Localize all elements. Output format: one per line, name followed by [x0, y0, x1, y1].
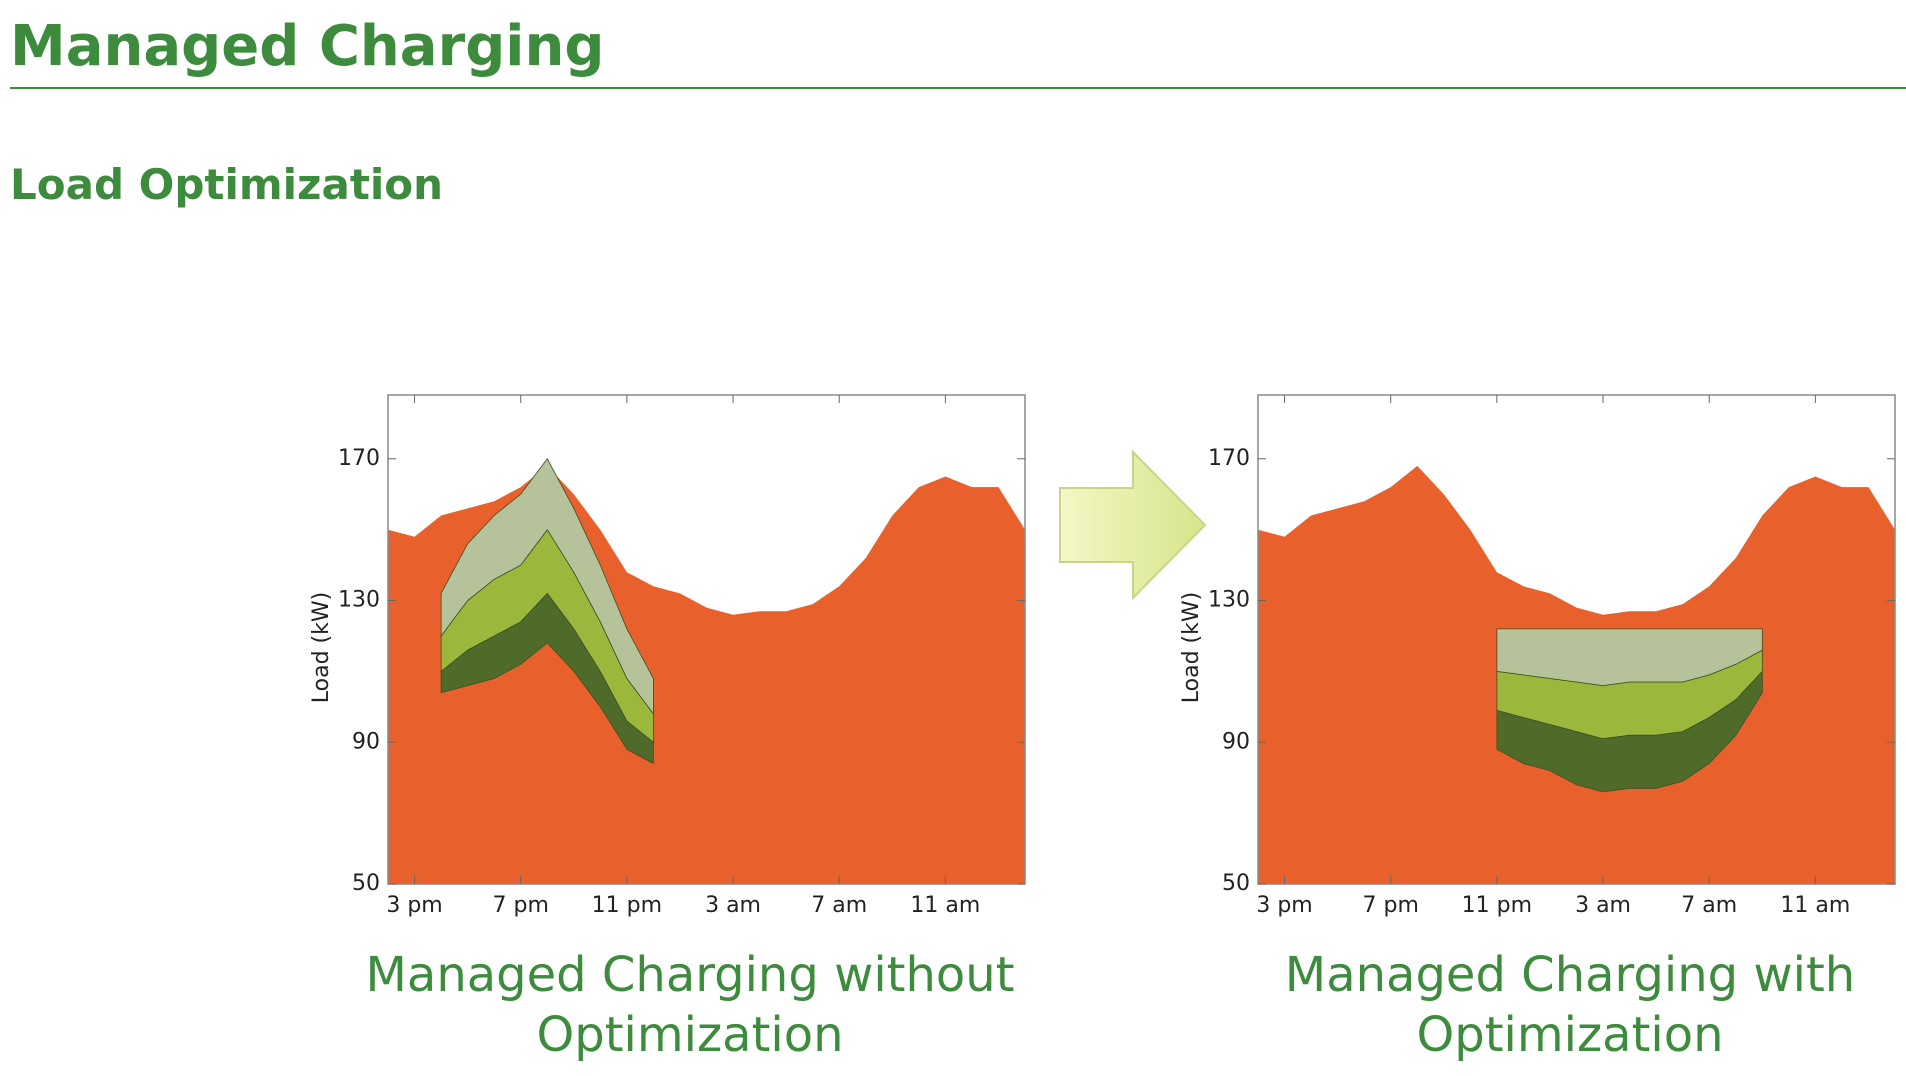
y-tick-label: 170: [1208, 446, 1250, 471]
x-tick-label: 11 am: [910, 893, 980, 918]
x-tick-label: 3 am: [705, 893, 761, 918]
arrow: [1059, 449, 1207, 601]
y-tick-label: 50: [1222, 871, 1250, 896]
page-subtitle: Load Optimization: [10, 160, 444, 209]
y-tick-label: 130: [338, 588, 380, 613]
x-tick-label: 7 pm: [493, 893, 549, 918]
y-axis-label: Load (kW): [309, 592, 334, 703]
area: [1496, 628, 1763, 687]
y-axis-label: Load (kW): [1179, 592, 1204, 703]
chart-caption: Managed Charging without Optimization: [365, 947, 1015, 1063]
x-tick-label: 7 am: [811, 893, 867, 918]
x-tick-label: 7 am: [1681, 893, 1737, 918]
plot-frame: [387, 394, 1026, 885]
plot-frame: [1257, 394, 1896, 885]
x-tick-label: 3 am: [1575, 893, 1631, 918]
x-tick-label: 7 pm: [1363, 893, 1419, 918]
x-tick-label: 3 pm: [386, 893, 442, 918]
page-title: Managed Charging: [10, 14, 605, 79]
y-tick-label: 90: [1222, 729, 1250, 754]
area: [440, 458, 654, 716]
x-tick-label: 11 pm: [1462, 893, 1532, 918]
x-tick-label: 3 pm: [1256, 893, 1312, 918]
y-tick-label: 170: [338, 446, 380, 471]
chart-caption: Managed Charging with Optimization: [1284, 947, 1856, 1063]
y-tick-label: 90: [352, 729, 380, 754]
y-tick-label: 50: [352, 871, 380, 896]
x-tick-label: 11 pm: [592, 893, 662, 918]
x-tick-label: 11 am: [1780, 893, 1850, 918]
y-tick-label: 130: [1208, 588, 1250, 613]
